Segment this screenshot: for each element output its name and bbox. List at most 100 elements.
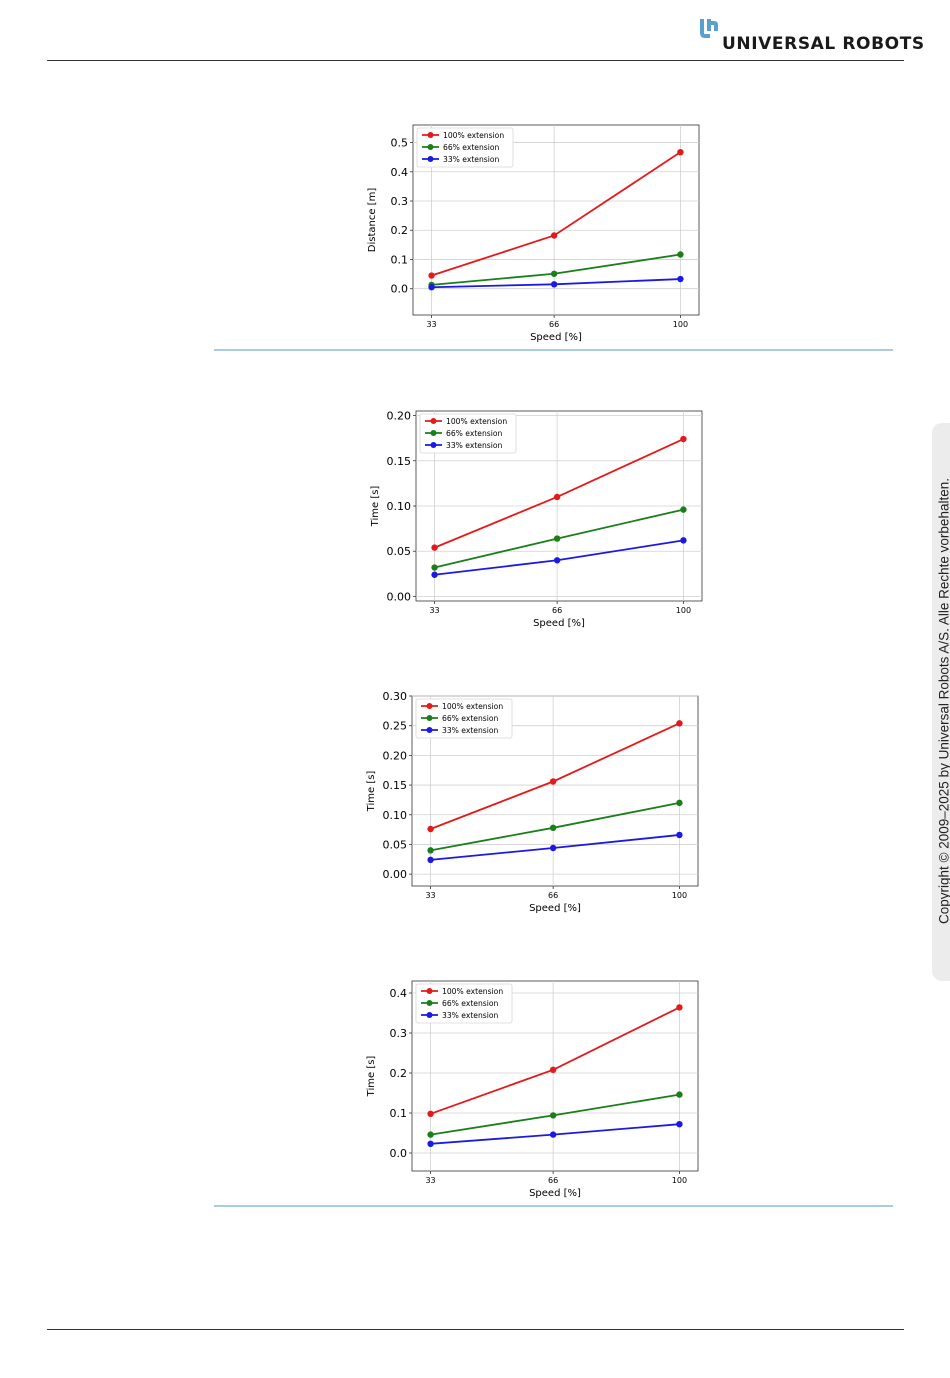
y-tick-label: 0.25: [383, 720, 408, 733]
data-point: [427, 825, 434, 833]
data-point: [549, 1066, 557, 1073]
data-point: [553, 535, 561, 542]
data-point: [549, 844, 557, 852]
legend-label: 66% extension: [442, 999, 498, 1008]
copyright-text: Copyright © 2009–2025 by Universal Robot…: [936, 478, 950, 924]
x-tick-label: 100: [672, 1176, 687, 1185]
legend-label: 33% extension: [446, 441, 502, 450]
legend-marker: [430, 442, 437, 448]
brand-name: UNIVERSAL ROBOTS: [722, 34, 925, 54]
data-point: [677, 148, 684, 156]
y-tick-label: 0.4: [391, 166, 409, 179]
x-tick-label: 33: [425, 1176, 435, 1185]
legend-marker: [426, 1000, 433, 1006]
data-point: [427, 1110, 434, 1117]
brand-logo: UNIVERSAL ROBOTS: [698, 17, 924, 57]
x-axis-label: Speed [%]: [529, 1188, 581, 1199]
legend-box: [416, 127, 514, 168]
y-tick-label: 0.05: [387, 545, 412, 558]
section-divider: [214, 349, 893, 351]
legend-marker: [426, 1012, 433, 1018]
chart-distance: 33 66 100 0.0 0.1 0.2 0.3 0.4 0.5 Speed [%] Distan…: [367, 124, 700, 343]
data-point: [676, 720, 683, 727]
chart-time-2: 33 66 100 0.00 0.05 0.10 0.15 0.20 0.25 0.30 Speed…: [366, 690, 699, 914]
data-point: [428, 284, 435, 291]
legend-marker: [427, 132, 434, 138]
y-axis-label: Time [s]: [366, 771, 377, 813]
legend-marker: [426, 727, 433, 733]
y-tick-label: 0.20: [383, 749, 408, 762]
ur-logo-icon: [700, 19, 718, 38]
x-tick-label: 33: [429, 606, 439, 615]
legend-label: 100% extension: [442, 987, 503, 996]
y-tick-label: 0.15: [387, 455, 412, 468]
y-axis-label: Time [s]: [366, 1056, 377, 1098]
legend-label: 100% extension: [443, 131, 504, 140]
legend-label: 33% extension: [443, 155, 499, 164]
data-point: [677, 251, 684, 258]
y-tick-label: 0.15: [383, 779, 408, 792]
y-axis-label: Distance [m]: [367, 188, 378, 253]
y-tick-label: 0.0: [391, 283, 409, 296]
legend-marker: [426, 715, 433, 721]
y-tick-label: 0.4: [390, 987, 408, 1000]
copyright-tab: [932, 423, 950, 981]
data-point: [549, 824, 557, 832]
y-tick-label: 0.1: [391, 253, 409, 266]
legend-box: [415, 983, 513, 1024]
header-divider: [47, 60, 904, 61]
y-tick-label: 0.2: [390, 1067, 408, 1080]
y-tick-label: 0.20: [387, 410, 412, 423]
legend-marker: [430, 430, 437, 436]
x-tick-label: 100: [676, 606, 691, 615]
y-tick-label: 0.5: [391, 137, 409, 150]
x-tick-label: 33: [425, 891, 435, 900]
y-tick-label: 0.3: [391, 195, 409, 208]
x-tick-label: 33: [426, 320, 436, 329]
data-point: [553, 557, 561, 564]
x-tick-label: 100: [673, 320, 688, 329]
legend-label: 66% extension: [442, 714, 498, 723]
x-tick-label: 66: [552, 606, 562, 615]
data-point: [550, 281, 558, 288]
data-point: [549, 1112, 557, 1119]
y-axis-label: Time [s]: [370, 486, 381, 528]
legend-label: 66% extension: [446, 429, 502, 438]
data-point: [427, 856, 434, 864]
legend-marker: [430, 418, 437, 424]
y-tick-label: 0.05: [383, 838, 408, 851]
data-point: [431, 571, 438, 578]
x-tick-label: 66: [548, 891, 558, 900]
x-axis-label: Speed [%]: [530, 332, 582, 343]
legend-marker: [426, 988, 433, 994]
legend-marker: [427, 156, 434, 162]
legend-box: [415, 698, 513, 739]
y-tick-label: 0.00: [387, 590, 412, 603]
x-axis-label: Speed [%]: [533, 618, 585, 629]
data-point: [676, 799, 683, 807]
data-point: [549, 1131, 557, 1138]
data-point: [676, 1004, 683, 1011]
data-point: [676, 1121, 683, 1128]
y-tick-label: 0.2: [391, 224, 409, 237]
chart-time-3: 33 66 100 0.0 0.1 0.2 0.3 0.4 Speed [%] Time [s] 1…: [366, 980, 699, 1199]
y-tick-label: 0.10: [387, 500, 412, 513]
data-point: [427, 1131, 434, 1138]
x-tick-label: 66: [548, 1176, 558, 1185]
data-point: [553, 493, 561, 501]
legend-label: 100% extension: [442, 702, 503, 711]
data-point: [676, 1091, 683, 1098]
data-point: [427, 1140, 434, 1147]
data-point: [677, 275, 684, 283]
data-point: [428, 272, 435, 279]
x-tick-label: 66: [549, 320, 559, 329]
y-tick-label: 0.3: [390, 1027, 408, 1040]
data-point: [549, 778, 557, 785]
x-tick-label: 100: [672, 891, 687, 900]
data-point: [550, 270, 558, 277]
data-point: [680, 506, 687, 513]
y-tick-label: 0.0: [390, 1147, 408, 1160]
data-point: [550, 232, 558, 239]
legend-marker: [426, 703, 433, 709]
data-point: [431, 544, 438, 551]
